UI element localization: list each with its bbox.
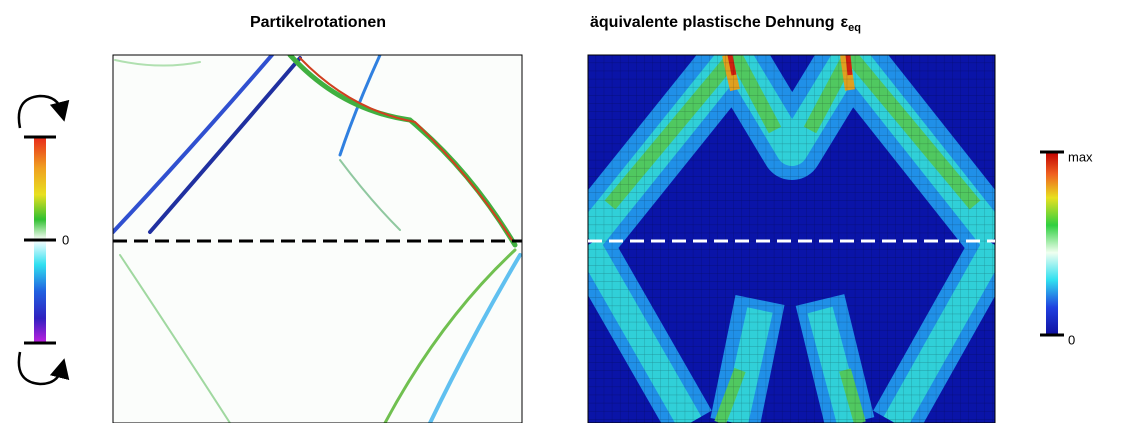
colorbar-label: 0 xyxy=(1068,332,1075,347)
strain-colorbar xyxy=(1040,152,1064,335)
strain-image xyxy=(588,55,995,423)
figure: Partikelrotationen äquivalente plastisch… xyxy=(0,0,1121,423)
rotation-image xyxy=(113,55,522,423)
rotation-colorbar xyxy=(19,96,62,384)
title-text: äquivalente plastische Dehnung xyxy=(590,14,835,31)
colorbar-label: max xyxy=(1068,149,1093,164)
colorbar-label: 0 xyxy=(62,232,69,247)
panel-title: Partikelrotationen xyxy=(250,14,386,31)
title-subscript: eq xyxy=(848,22,861,34)
